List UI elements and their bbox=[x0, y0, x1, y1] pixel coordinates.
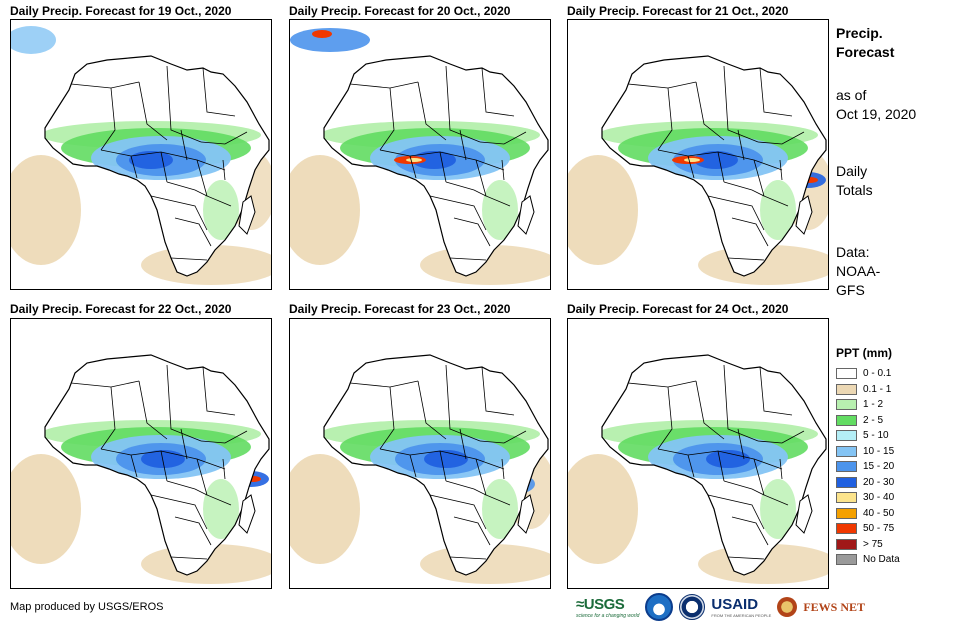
legend-item: 40 - 50 bbox=[836, 506, 900, 522]
legend-item: No Data bbox=[836, 552, 900, 568]
legend-item: 5 - 10 bbox=[836, 428, 900, 444]
legend-item: 2 - 5 bbox=[836, 413, 900, 429]
legend-label: > 75 bbox=[863, 538, 883, 550]
legend-item: 1 - 2 bbox=[836, 397, 900, 413]
panel-title-4: Daily Precip. Forecast for 22 Oct., 2020 bbox=[10, 302, 232, 316]
fews-net-logo-icon bbox=[777, 597, 798, 617]
sidebar-data-line1: Data: bbox=[836, 244, 870, 260]
legend-item: 0.1 - 1 bbox=[836, 382, 900, 398]
sidebar-title: Precip. Forecast bbox=[836, 24, 894, 62]
legend-label: 0.1 - 1 bbox=[863, 383, 892, 395]
legend-swatch bbox=[836, 554, 857, 566]
usaid-seal-icon bbox=[679, 594, 706, 620]
sidebar-title-line1: Precip. bbox=[836, 25, 883, 41]
sidebar-asof-date: Oct 19, 2020 bbox=[836, 106, 917, 122]
sidebar-data-line2: NOAA- bbox=[836, 263, 881, 279]
panel-title-1: Daily Precip. Forecast for 19 Oct., 2020 bbox=[10, 4, 232, 18]
panel-title-6: Daily Precip. Forecast for 24 Oct., 2020 bbox=[567, 302, 789, 316]
forecast-map-6 bbox=[567, 318, 829, 589]
legend-swatch bbox=[836, 445, 857, 457]
forecast-map-3 bbox=[567, 19, 829, 290]
sidebar-data-line3: GFS bbox=[836, 282, 865, 298]
legend-swatch bbox=[836, 507, 857, 519]
legend-swatch bbox=[836, 523, 857, 535]
sidebar-totals-line2: Totals bbox=[836, 182, 873, 198]
sidebar-asof: as of Oct 19, 2020 bbox=[836, 86, 916, 124]
usaid-logo-tagline: FROM THE AMERICAN PEOPLE bbox=[711, 613, 772, 618]
legend: 0 - 0.1 0.1 - 1 1 - 2 2 - 5 5 - 10 10 - 15 15 … bbox=[836, 366, 900, 568]
legend-item: 30 - 40 bbox=[836, 490, 900, 506]
legend-item: 20 - 30 bbox=[836, 475, 900, 491]
sidebar-totals-line1: Daily bbox=[836, 163, 868, 179]
sidebar-totals: Daily Totals bbox=[836, 162, 873, 200]
panel-title-2: Daily Precip. Forecast for 20 Oct., 2020 bbox=[289, 4, 511, 18]
legend-title: PPT (mm) bbox=[836, 346, 893, 360]
legend-label: 0 - 0.1 bbox=[863, 368, 892, 380]
fews-net-logo: FEWS NET bbox=[803, 599, 865, 614]
usgs-logo-text: ≈USGS bbox=[576, 595, 625, 613]
legend-label: 50 - 75 bbox=[863, 523, 895, 535]
legend-label: 40 - 50 bbox=[863, 507, 895, 519]
panel-title-5: Daily Precip. Forecast for 23 Oct., 2020 bbox=[289, 302, 511, 316]
sidebar-asof-line1: as of bbox=[836, 87, 867, 103]
usgs-logo: ≈USGS science for a changing world bbox=[576, 596, 639, 619]
legend-label: 30 - 40 bbox=[863, 492, 895, 504]
usgs-logo-tagline: science for a changing world bbox=[576, 612, 640, 619]
legend-swatch bbox=[836, 368, 857, 380]
usaid-logo-text: USAID bbox=[711, 596, 759, 613]
map-credit: Map produced by USGS/EROS bbox=[10, 601, 164, 613]
forecast-map-2 bbox=[289, 19, 551, 290]
legend-label: 1 - 2 bbox=[863, 399, 884, 411]
forecast-map-5 bbox=[289, 318, 551, 589]
legend-swatch bbox=[836, 430, 857, 442]
legend-item: 15 - 20 bbox=[836, 459, 900, 475]
logo-strip: ≈USGS science for a changing world USAID… bbox=[576, 593, 865, 621]
legend-item: 50 - 75 bbox=[836, 521, 900, 537]
legend-swatch bbox=[836, 461, 857, 473]
legend-label: 20 - 30 bbox=[863, 476, 895, 488]
legend-swatch bbox=[836, 492, 857, 504]
legend-swatch bbox=[836, 414, 857, 426]
legend-item: 0 - 0.1 bbox=[836, 366, 900, 382]
legend-swatch bbox=[836, 476, 857, 488]
legend-item: > 75 bbox=[836, 537, 900, 553]
legend-item: 10 - 15 bbox=[836, 444, 900, 460]
sidebar-title-line2: Forecast bbox=[836, 44, 895, 60]
noaa-logo-icon bbox=[645, 593, 674, 621]
legend-label: 5 - 10 bbox=[863, 430, 889, 442]
sidebar-data-source: Data: NOAA- GFS bbox=[836, 243, 880, 300]
legend-label: 10 - 15 bbox=[863, 445, 895, 457]
legend-label: 2 - 5 bbox=[863, 414, 884, 426]
usaid-logo: USAID FROM THE AMERICAN PEOPLE bbox=[711, 596, 771, 618]
legend-label: No Data bbox=[863, 554, 900, 566]
legend-label: 15 - 20 bbox=[863, 461, 895, 473]
panel-title-3: Daily Precip. Forecast for 21 Oct., 2020 bbox=[567, 4, 789, 18]
legend-swatch bbox=[836, 383, 857, 395]
legend-swatch bbox=[836, 538, 857, 550]
forecast-map-1 bbox=[10, 19, 272, 290]
legend-swatch bbox=[836, 399, 857, 411]
forecast-map-4 bbox=[10, 318, 272, 589]
